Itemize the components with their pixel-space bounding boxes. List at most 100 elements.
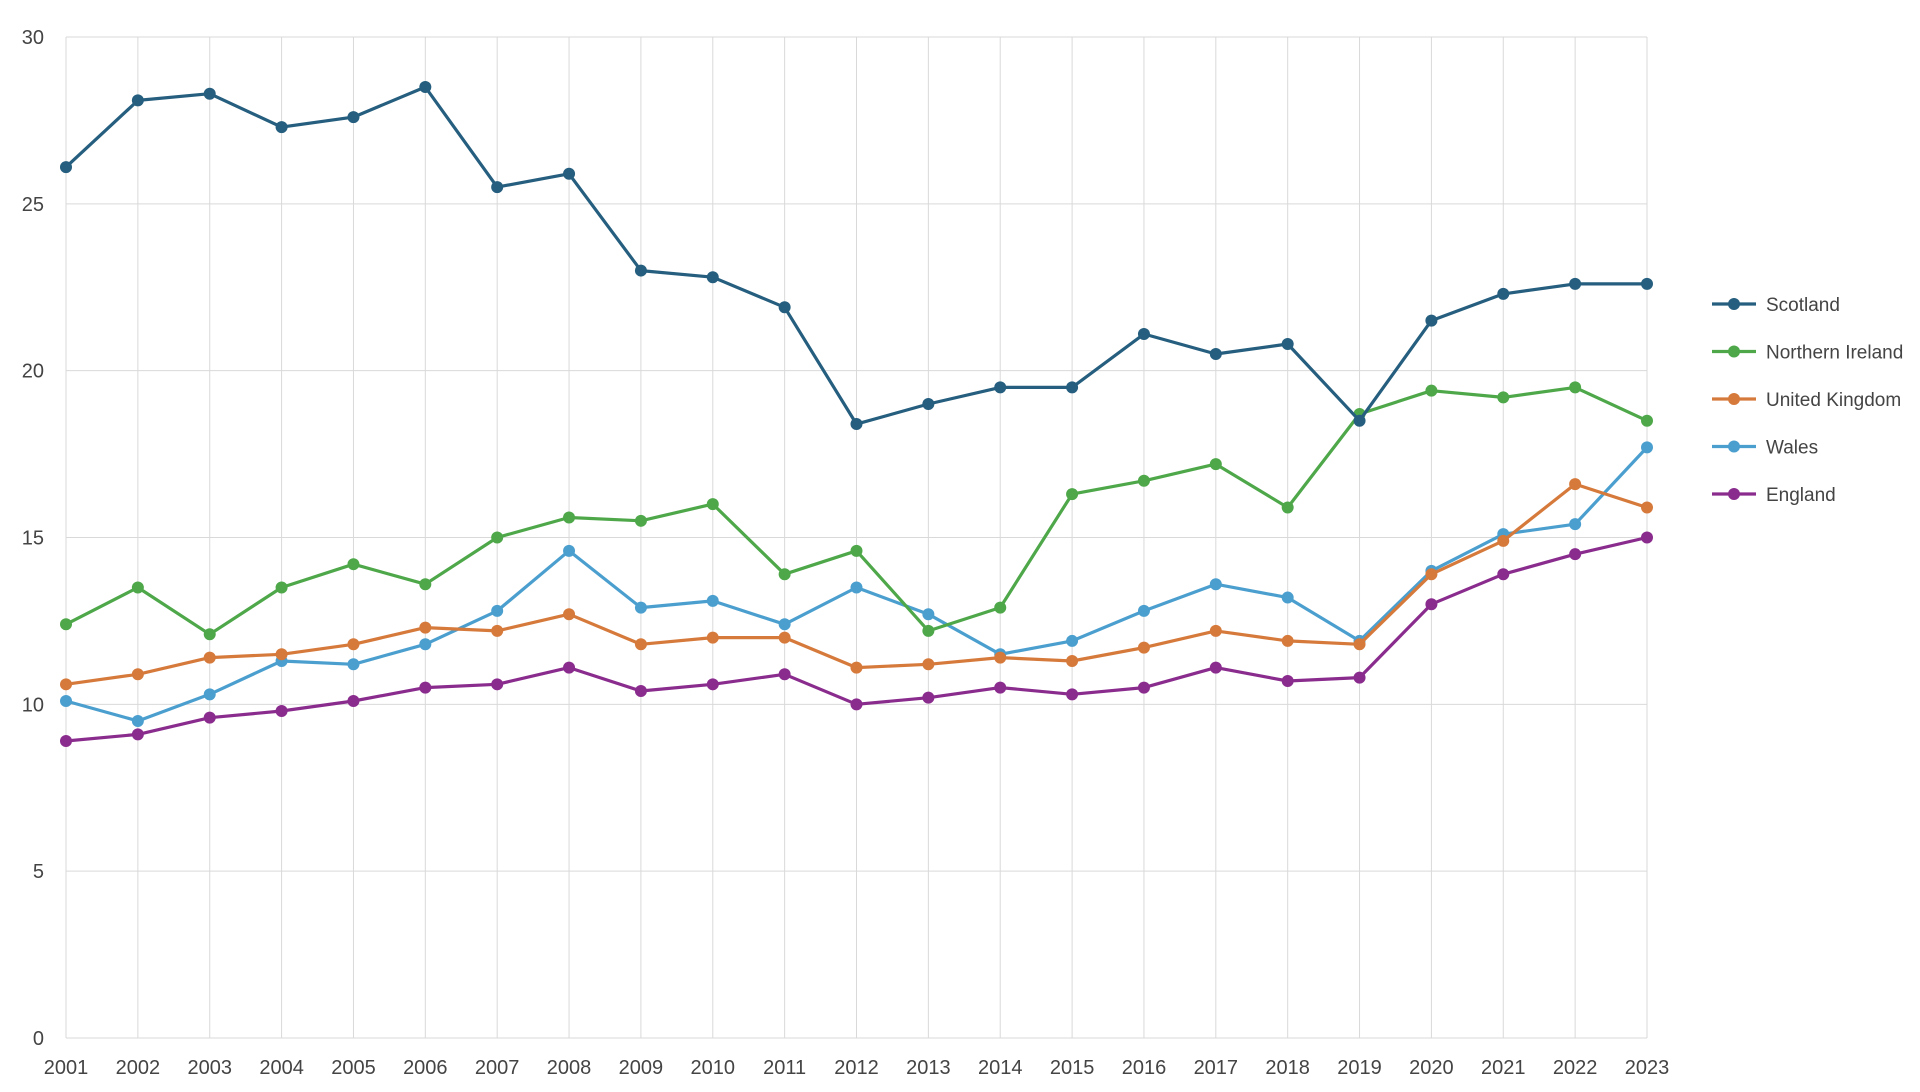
data-point-northern-ireland	[1425, 384, 1438, 397]
data-point-scotland	[563, 167, 576, 180]
data-point-united-kingdom	[131, 668, 144, 681]
data-point-england	[419, 681, 432, 694]
series-united-kingdom	[60, 478, 1653, 691]
data-point-northern-ireland	[778, 568, 791, 581]
data-point-england	[1425, 598, 1438, 611]
data-point-northern-ireland	[922, 624, 935, 637]
data-point-wales	[60, 694, 72, 707]
data-point-northern-ireland	[563, 511, 576, 524]
legend: Scotland Northern Ireland United Kingdom Wa…	[1712, 295, 1903, 506]
legend-label: Northern Ireland	[1766, 343, 1903, 364]
data-point-wales	[131, 715, 144, 728]
data-point-united-kingdom	[1137, 641, 1150, 654]
data-point-wales	[922, 608, 935, 621]
x-tick-label: 2012	[834, 1057, 879, 1079]
data-point-wales	[491, 604, 504, 617]
data-point-england	[1641, 531, 1653, 544]
legend-label: United Kingdom	[1766, 390, 1901, 411]
data-point-northern-ireland	[275, 581, 288, 594]
data-point-england	[1353, 671, 1366, 684]
legend-item-wales: Wales	[1712, 438, 1818, 459]
data-point-wales	[563, 544, 576, 557]
data-point-united-kingdom	[634, 638, 647, 651]
data-point-scotland	[922, 398, 935, 411]
data-point-northern-ireland	[1209, 458, 1222, 471]
data-point-wales	[1066, 634, 1079, 647]
x-tick-label: 2005	[331, 1057, 376, 1079]
data-point-wales	[1641, 441, 1653, 454]
data-point-scotland	[203, 87, 216, 100]
data-point-united-kingdom	[922, 658, 935, 671]
data-point-northern-ireland	[1641, 414, 1653, 427]
data-point-england	[634, 684, 647, 697]
legend-item-northern-ireland: Northern Ireland	[1712, 343, 1903, 364]
x-tick-label: 2020	[1409, 1057, 1454, 1079]
y-tick-label: 15	[22, 528, 44, 550]
data-point-scotland	[706, 271, 719, 284]
data-point-scotland	[1281, 337, 1294, 350]
data-point-wales	[419, 638, 432, 651]
x-tick-label: 2015	[1050, 1057, 1095, 1079]
data-point-england	[994, 681, 1007, 694]
data-point-northern-ireland	[347, 558, 360, 571]
data-point-wales	[778, 618, 791, 631]
legend-label: Scotland	[1766, 295, 1840, 316]
data-point-united-kingdom	[1066, 654, 1079, 667]
data-point-united-kingdom	[563, 608, 576, 621]
legend-item-united-kingdom: United Kingdom	[1712, 390, 1901, 411]
y-tick-label: 10	[22, 694, 44, 716]
data-point-scotland	[1497, 287, 1510, 300]
data-point-scotland	[1209, 347, 1222, 360]
data-point-northern-ireland	[634, 514, 647, 527]
x-tick-label: 2006	[403, 1057, 448, 1079]
data-point-scotland	[634, 264, 647, 277]
data-point-northern-ireland	[706, 498, 719, 511]
data-point-united-kingdom	[347, 638, 360, 651]
data-point-wales	[347, 658, 360, 671]
data-point-northern-ireland	[491, 531, 504, 544]
data-point-england	[850, 698, 863, 711]
data-point-wales	[203, 688, 216, 701]
data-point-wales	[1569, 518, 1582, 531]
data-point-scotland	[1353, 414, 1366, 427]
data-point-united-kingdom	[1569, 478, 1582, 491]
x-tick-label: 2013	[906, 1057, 951, 1079]
data-point-england	[491, 678, 504, 691]
y-axis-tick-labels: 0 5 10 15 20 25 30	[22, 27, 44, 1050]
x-tick-label: 2017	[1194, 1057, 1239, 1079]
data-point-northern-ireland	[419, 578, 432, 591]
x-tick-label: 2002	[116, 1057, 161, 1079]
data-point-united-kingdom	[491, 624, 504, 637]
data-point-wales	[634, 601, 647, 614]
data-point-united-kingdom	[1641, 501, 1653, 514]
y-tick-label: 5	[33, 861, 44, 883]
x-tick-label: 2003	[187, 1057, 232, 1079]
x-tick-label: 2008	[547, 1057, 592, 1079]
data-point-england	[60, 735, 72, 748]
data-point-wales	[850, 581, 863, 594]
legend-swatch-marker	[1728, 488, 1740, 500]
data-point-scotland	[994, 381, 1007, 394]
data-point-scotland	[275, 121, 288, 134]
data-point-northern-ireland	[850, 544, 863, 557]
data-point-united-kingdom	[1497, 534, 1510, 547]
data-point-england	[778, 668, 791, 681]
data-point-scotland	[131, 94, 144, 107]
x-tick-label: 2018	[1265, 1057, 1310, 1079]
series-lines	[60, 81, 1653, 748]
data-point-scotland	[850, 418, 863, 431]
legend-swatch-marker	[1728, 345, 1740, 358]
y-tick-label: 30	[22, 27, 44, 49]
data-point-united-kingdom	[1209, 624, 1222, 637]
data-point-england	[347, 694, 360, 707]
data-point-united-kingdom	[1425, 568, 1438, 581]
data-point-united-kingdom	[850, 661, 863, 674]
data-point-england	[275, 705, 288, 718]
data-point-scotland	[347, 111, 360, 124]
data-point-northern-ireland	[1569, 381, 1582, 394]
data-point-northern-ireland	[131, 581, 144, 594]
data-point-united-kingdom	[203, 651, 216, 664]
data-point-united-kingdom	[1353, 638, 1366, 651]
series-northern-ireland	[60, 381, 1653, 641]
data-point-united-kingdom	[778, 631, 791, 644]
